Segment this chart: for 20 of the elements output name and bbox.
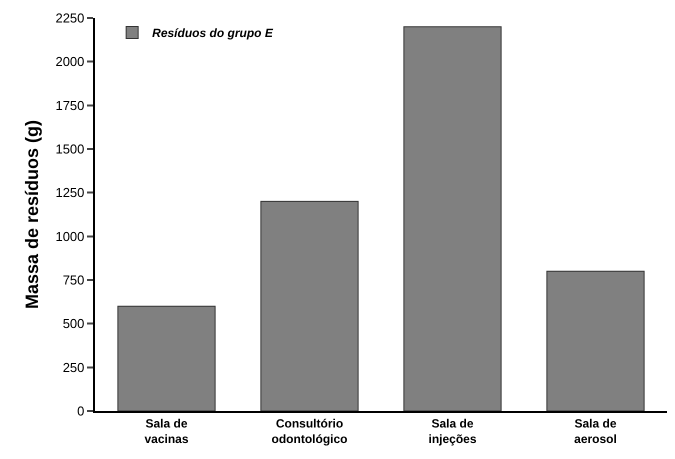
y-tick-label: 1000 — [55, 228, 84, 244]
x-tick-label: Sala de injeções — [428, 416, 477, 446]
bar — [260, 200, 359, 411]
y-tick-label: 1250 — [55, 185, 84, 200]
bar — [546, 270, 645, 411]
x-tick-label: Sala de aerosol — [574, 416, 617, 446]
y-tick-label: 2250 — [55, 10, 84, 26]
x-tick-label: Consultório odontológico — [272, 416, 348, 446]
bar — [403, 26, 502, 411]
y-tick-label: 1500 — [55, 142, 84, 157]
legend-label: Resíduos do grupo E — [152, 26, 274, 40]
y-tick-label: 750 — [62, 272, 84, 288]
x-tick-label: Sala de vacinas — [144, 416, 189, 446]
y-axis-title: Massa de resíduos (g) — [22, 120, 42, 310]
y-tick-label: 2000 — [55, 54, 84, 70]
y-tick-label: 0 — [77, 404, 84, 419]
y-tick-label: 1750 — [55, 98, 84, 113]
y-tick-label: 250 — [62, 360, 84, 375]
y-tick-label: 500 — [62, 316, 84, 332]
bar — [117, 306, 216, 411]
